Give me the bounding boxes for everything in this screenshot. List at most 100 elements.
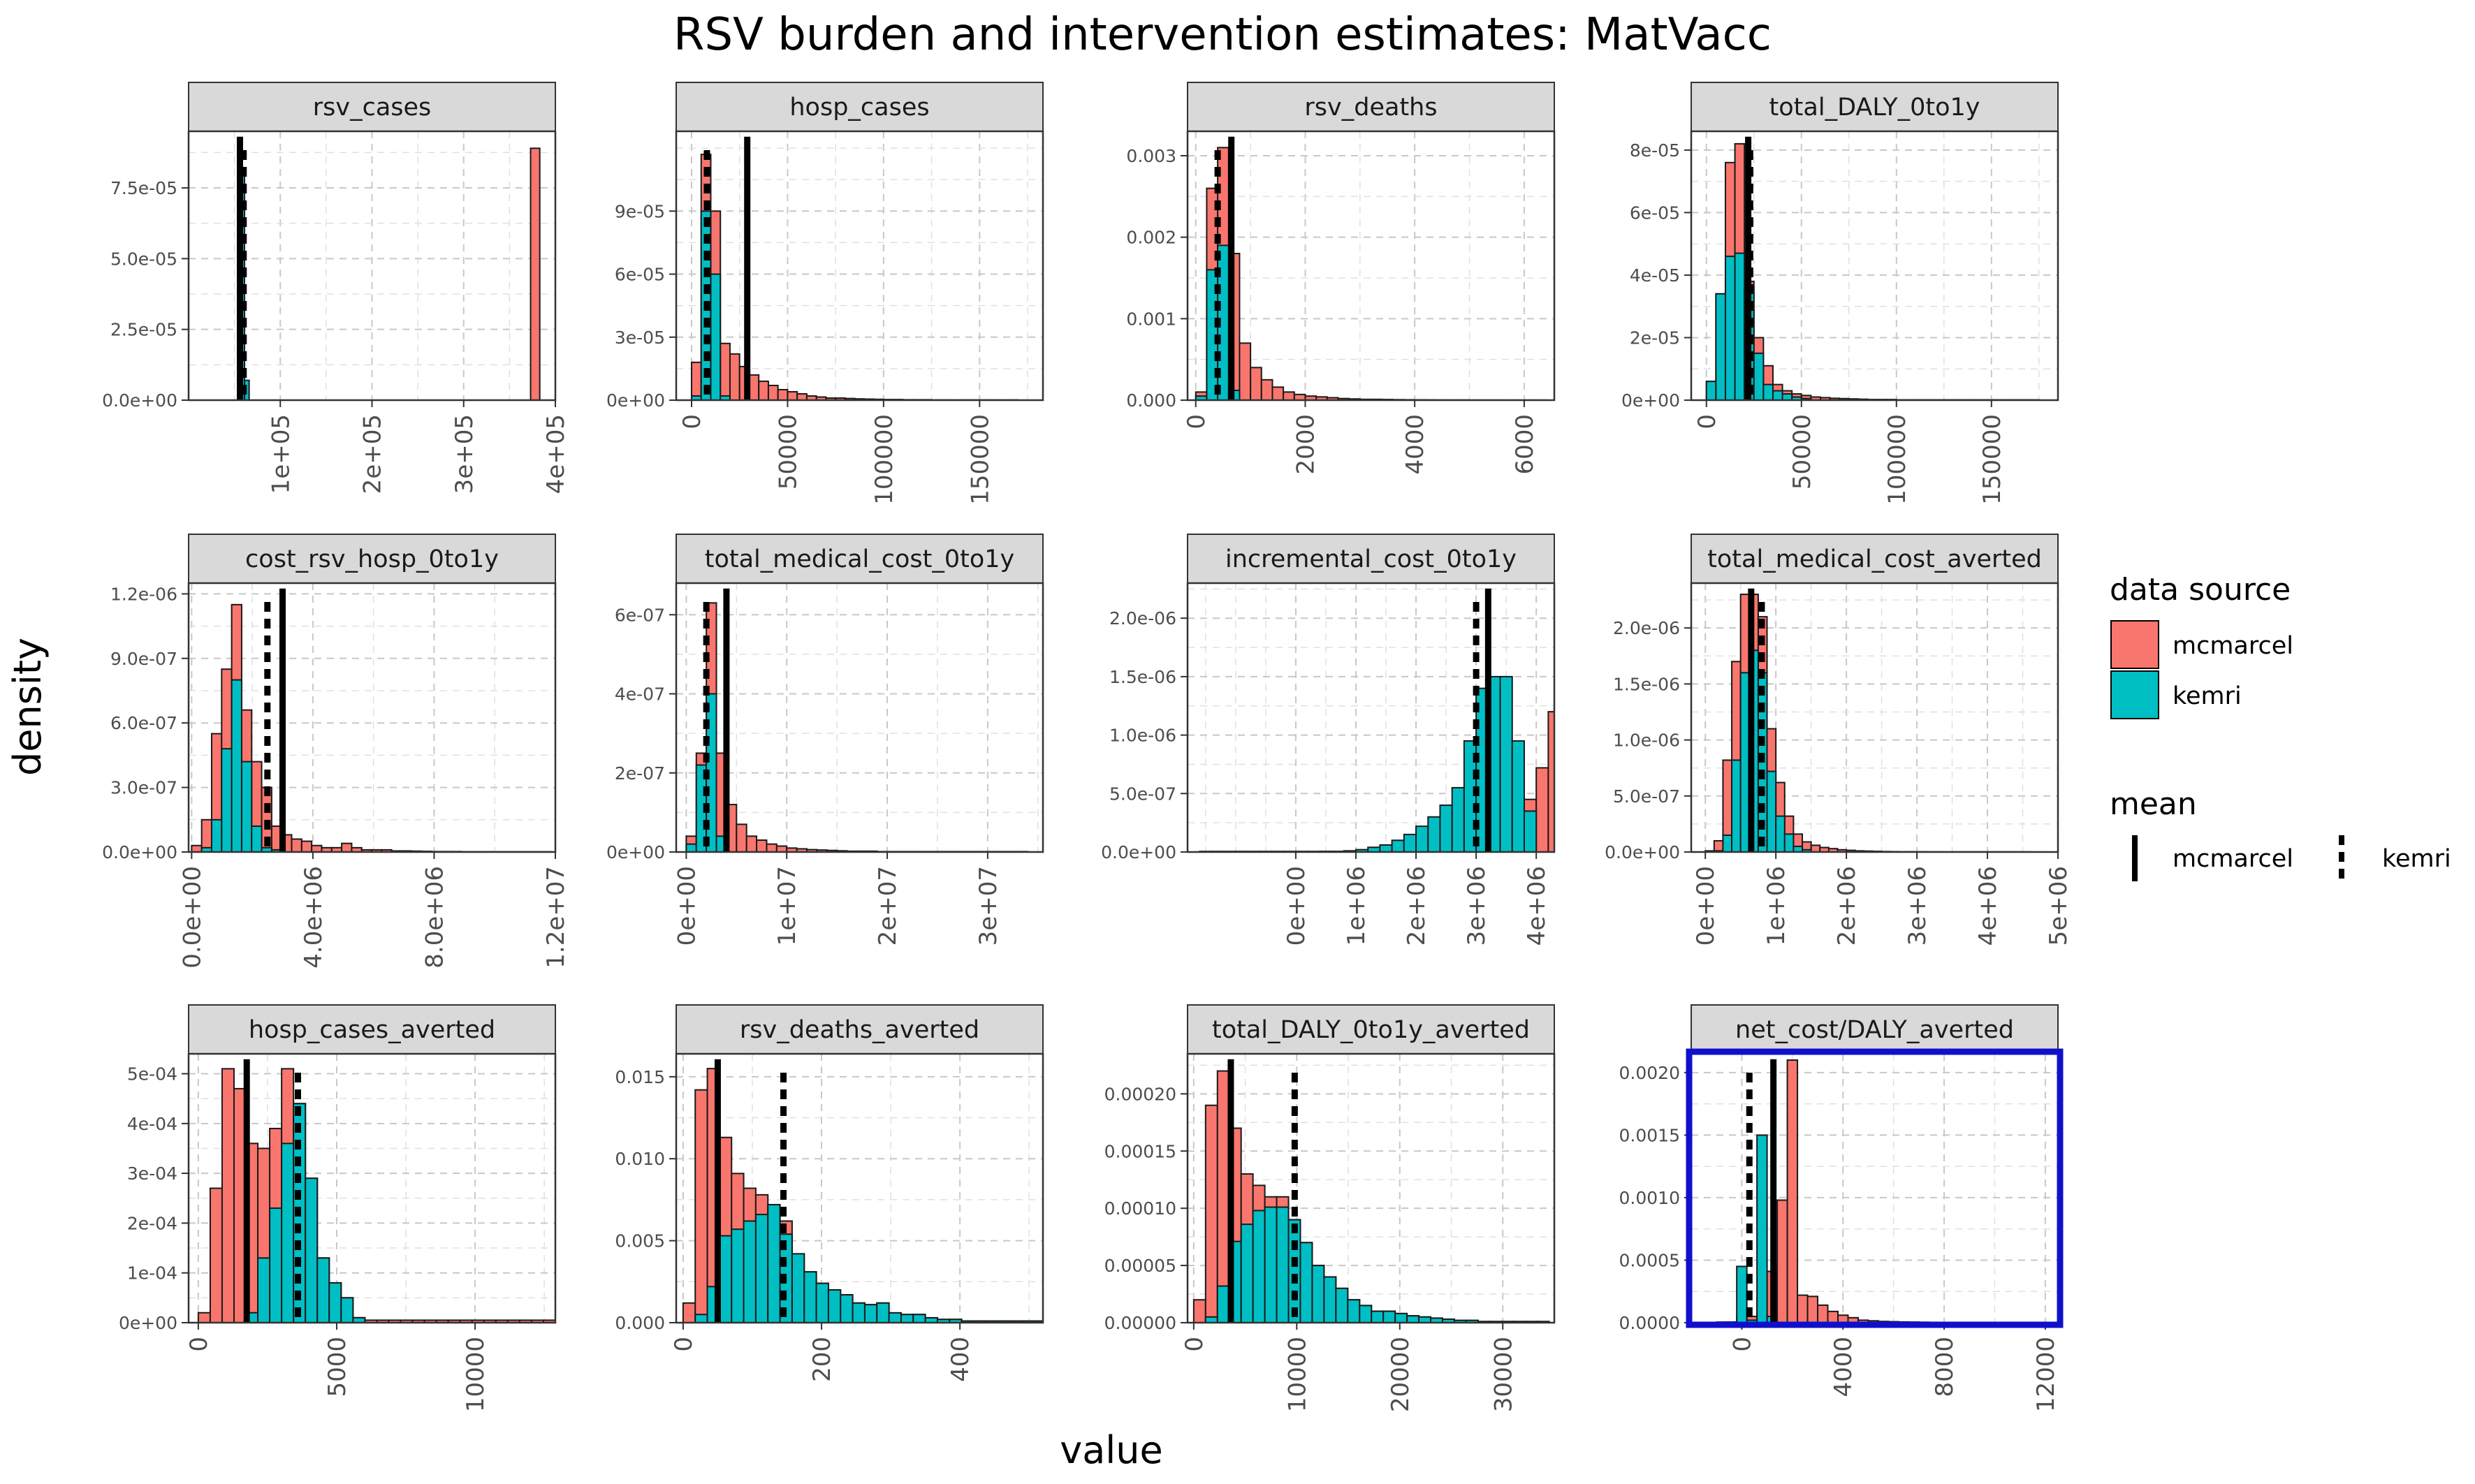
x-tick-label: 4000 — [1830, 1337, 1857, 1397]
y-tick-label: 4e-05 — [1630, 265, 1680, 286]
y-tick-label: 0.00020 — [1104, 1084, 1176, 1104]
bar-mcmarcel — [796, 392, 808, 400]
bar-mcmarcel — [1192, 1299, 1206, 1323]
y-tick-label: 0.002 — [1126, 228, 1176, 248]
x-tick-label: 0.0e+00 — [178, 866, 206, 969]
x-tick-label: 1e+05 — [267, 414, 295, 494]
y-tick-label: 0e+00 — [119, 1313, 177, 1333]
facet-strip — [1187, 534, 1555, 584]
bar-mcmarcel — [1561, 665, 1572, 852]
x-tick-label: 30000 — [1489, 1337, 1517, 1412]
bar-mcmarcel — [1817, 1304, 1829, 1323]
bar-kemri — [1783, 833, 1795, 852]
y-tick-label: 0.000 — [1126, 390, 1176, 411]
bar-kemri — [912, 1314, 926, 1323]
bar-kemri — [754, 1214, 769, 1323]
y-axis-title: density — [6, 638, 50, 776]
facet-rsv-deaths-averted: rsv_deaths_averted 0.000 0.005 0.010 0.015 0 2… — [615, 1004, 1044, 1382]
y-tick-label: 5.0e-05 — [110, 249, 177, 269]
bar-mcmarcel — [694, 1089, 708, 1323]
x-tick-label: 5000 — [323, 1337, 351, 1397]
bar-mcmarcel — [530, 147, 541, 400]
bar-kemri — [1299, 1242, 1313, 1323]
facet-rsv-deaths: rsv_deaths 0.000 0.001 0.002 0.003 0 2000 4000 6… — [1126, 82, 1556, 475]
bar-kemri — [340, 1297, 354, 1323]
bar-kemri — [1439, 805, 1453, 852]
bar-mcmarcel — [1260, 379, 1273, 400]
bar-kemri — [815, 1282, 829, 1323]
bar-mcmarcel — [775, 845, 788, 852]
x-tick-label: 50000 — [774, 414, 802, 490]
y-tick-label: 0.00010 — [1104, 1198, 1176, 1219]
panel-border — [1186, 130, 1556, 402]
y-tick-label: 0.001 — [1126, 309, 1176, 329]
x-tick-label: 4e+05 — [542, 414, 570, 494]
x-tick-label: 1.2e+07 — [542, 866, 570, 969]
x-tick-label: 2e+05 — [359, 414, 387, 494]
bar-kemri — [1415, 825, 1429, 852]
bar-mcmarcel — [1806, 1295, 1819, 1323]
y-tick-label: 6e-07 — [615, 605, 665, 625]
panel-border — [1690, 130, 2059, 402]
facet-strip-label: rsv_deaths_averted — [740, 1016, 979, 1044]
y-tick-label: 2e-07 — [615, 763, 665, 784]
facet-strip — [676, 1004, 1044, 1055]
facet-hosp-cases-averted: hosp_cases_averted 0e+00 1e-04 2e-04 3e-04 4e… — [119, 1004, 557, 1412]
bar-mcmarcel — [1837, 1314, 1849, 1323]
facet-strip — [188, 1004, 556, 1055]
bar-kemri — [1427, 816, 1441, 852]
y-tick-label: 1.0e-06 — [1109, 726, 1176, 746]
facet-total-daly-0to1y-averted: total_DALY_0to1y_averted 0.00000 0.00005 0.… — [1104, 1004, 1556, 1412]
y-tick-label: 1.5e-06 — [1109, 667, 1176, 687]
bar-kemri — [1499, 675, 1513, 852]
y-tick-label: 6e-05 — [1630, 203, 1680, 223]
facet-strip — [1691, 1004, 2059, 1055]
bar-kemri — [1216, 1285, 1230, 1323]
legend-label-kemri: kemri — [2173, 682, 2242, 710]
y-tick-label: 0.000 — [615, 1313, 665, 1333]
bar-kemri — [257, 1257, 271, 1323]
panel-background — [676, 583, 1043, 852]
panel-background — [189, 131, 555, 400]
bar-kemri — [1323, 1276, 1337, 1323]
bar-kemri — [1705, 381, 1717, 400]
x-tick-label: 4.0e+06 — [300, 866, 328, 969]
x-tick-label: 50000 — [1788, 414, 1816, 490]
x-tick-label: 2e+07 — [874, 866, 902, 946]
bar-kemri — [1264, 1206, 1278, 1323]
y-tick-label: 4e-07 — [615, 684, 665, 705]
bar-kemri — [1252, 1210, 1266, 1323]
bar-kemri — [731, 1228, 745, 1323]
bar-kemri — [281, 1143, 295, 1323]
x-tick-label: 400 — [947, 1337, 974, 1382]
facet-rsv-cases: rsv_cases 0.0e+00 2.5e-05 5.0e-05 7.5e-05 1e+… — [102, 82, 570, 494]
bar-mcmarcel — [197, 1312, 211, 1323]
y-tick-label: 2e-05 — [1630, 328, 1680, 348]
facet-strip-label: total_medical_cost_0to1y — [705, 545, 1015, 573]
x-tick-label: 0 — [1181, 1337, 1209, 1352]
bar-kemri — [1722, 834, 1733, 852]
bar-kemri — [1762, 383, 1774, 400]
bar-mcmarcel — [1250, 367, 1262, 400]
y-tick-label: 5.0e-07 — [1109, 784, 1176, 804]
x-tick-label: 0e+00 — [1692, 866, 1720, 946]
histogram-bars — [1716, 1059, 2058, 1323]
histogram-bars — [1192, 1070, 1550, 1323]
facet-hosp-cases: hosp_cases 0e+00 3e-05 6e-05 9e-05 0 50000 1000… — [606, 82, 1044, 505]
x-tick-label: 8000 — [1931, 1337, 1959, 1397]
bar-kemri — [1511, 740, 1525, 852]
panel-border — [1186, 1052, 1556, 1324]
bar-kemri — [827, 1289, 842, 1323]
legend-label-mcmarcel: mcmarcel — [2173, 632, 2293, 660]
y-tick-label: 1e-04 — [127, 1263, 177, 1284]
facet-strip — [1187, 82, 1555, 132]
bar-mcmarcel — [1786, 1059, 1799, 1323]
x-tick-label: 1e+07 — [773, 866, 801, 946]
x-tick-label: 5e+06 — [2045, 866, 2073, 946]
bar-kemri — [1391, 839, 1405, 852]
y-tick-label: 8e-05 — [1630, 140, 1680, 161]
bar-kemri — [1382, 1310, 1396, 1323]
bar-kemri — [1403, 833, 1417, 852]
bar-mcmarcel — [311, 844, 323, 852]
bar-kemri — [1359, 1305, 1373, 1323]
